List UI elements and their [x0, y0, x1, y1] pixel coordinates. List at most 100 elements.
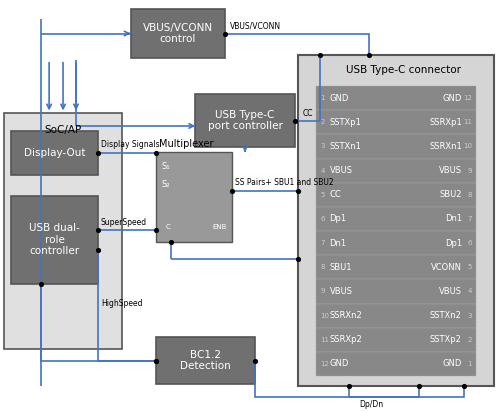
Text: 7: 7 — [468, 216, 472, 222]
Text: 1: 1 — [320, 95, 325, 101]
Point — [94, 246, 102, 253]
Text: VBUS: VBUS — [330, 166, 352, 175]
Point — [366, 52, 374, 58]
Point — [152, 357, 160, 364]
Text: SBU1: SBU1 — [330, 263, 352, 272]
Text: 3: 3 — [320, 143, 325, 150]
Bar — [298, 55, 494, 386]
Point — [346, 383, 354, 389]
Text: 5: 5 — [468, 264, 472, 270]
Text: GND: GND — [442, 94, 462, 103]
Text: SSTXp1: SSTXp1 — [330, 118, 362, 127]
Text: SSRXn1: SSRXn1 — [429, 142, 462, 151]
Text: USB Type-C
port controller: USB Type-C port controller — [208, 110, 282, 132]
Bar — [4, 113, 122, 349]
Bar — [316, 255, 476, 279]
Text: ENB: ENB — [212, 224, 226, 230]
Bar — [156, 337, 255, 384]
Text: VBUS: VBUS — [330, 287, 352, 296]
Text: USB Type-C connector: USB Type-C connector — [346, 65, 461, 76]
Text: 4: 4 — [320, 168, 325, 174]
Text: SBU2: SBU2 — [440, 190, 462, 199]
Bar — [316, 207, 476, 231]
Text: VBUS/VCONN
control: VBUS/VCONN control — [143, 23, 213, 44]
Text: Dp/Dn: Dp/Dn — [360, 400, 384, 409]
Point — [37, 280, 45, 287]
Text: 11: 11 — [320, 337, 330, 343]
Point — [294, 188, 302, 194]
Text: S₁: S₁ — [162, 162, 170, 171]
Text: 9: 9 — [320, 289, 325, 295]
Text: GND: GND — [442, 360, 462, 369]
Text: S₂: S₂ — [162, 180, 170, 189]
Text: SSRXp1: SSRXp1 — [429, 118, 462, 127]
Text: 3: 3 — [468, 313, 472, 319]
Text: Display Signals: Display Signals — [101, 140, 160, 149]
Bar — [316, 352, 476, 376]
Text: VBUS/VCONN: VBUS/VCONN — [230, 22, 281, 30]
Text: 2: 2 — [320, 119, 325, 125]
Text: CC: CC — [330, 190, 342, 199]
Text: VBUS: VBUS — [439, 287, 462, 296]
Text: VCONN: VCONN — [431, 263, 462, 272]
Text: 12: 12 — [320, 361, 330, 367]
Text: VBUS: VBUS — [439, 166, 462, 175]
Point — [152, 150, 160, 156]
Point — [291, 117, 299, 124]
Text: SSTXn1: SSTXn1 — [330, 142, 362, 151]
Point — [316, 52, 324, 58]
Text: SSTXn2: SSTXn2 — [430, 311, 462, 320]
Text: 6: 6 — [320, 216, 325, 222]
Text: Dn1: Dn1 — [330, 239, 346, 248]
Point — [94, 150, 102, 156]
Point — [168, 238, 175, 245]
Point — [294, 256, 302, 263]
Text: SoC/AP: SoC/AP — [44, 125, 82, 135]
Text: SS Pairs+ SBU1 and SBU2: SS Pairs+ SBU1 and SBU2 — [235, 178, 334, 187]
Text: SSRXn2: SSRXn2 — [330, 311, 362, 320]
Text: 9: 9 — [468, 168, 472, 174]
Text: 8: 8 — [468, 192, 472, 198]
Point — [415, 383, 423, 389]
Text: Dn1: Dn1 — [444, 215, 462, 224]
Point — [221, 30, 229, 37]
Bar — [156, 152, 232, 242]
Bar — [316, 279, 476, 304]
Text: C: C — [166, 224, 170, 230]
Bar — [130, 9, 225, 58]
Text: SSTXp2: SSTXp2 — [430, 335, 462, 344]
Text: Multiplexer: Multiplexer — [158, 139, 213, 149]
Text: 7: 7 — [320, 240, 325, 246]
Text: HighSpeed: HighSpeed — [101, 298, 142, 307]
Point — [94, 227, 102, 233]
Text: 4: 4 — [468, 289, 472, 295]
Bar — [316, 328, 476, 352]
Point — [228, 188, 236, 194]
Bar — [316, 159, 476, 183]
Bar — [316, 231, 476, 255]
Bar — [316, 304, 476, 328]
Text: 5: 5 — [320, 192, 325, 198]
Text: 11: 11 — [463, 119, 472, 125]
Point — [152, 227, 160, 233]
Text: GND: GND — [330, 94, 349, 103]
Point — [460, 383, 468, 389]
Text: CC: CC — [302, 109, 313, 118]
Bar — [196, 94, 295, 148]
Text: GND: GND — [330, 360, 349, 369]
Bar — [316, 110, 476, 134]
Text: 12: 12 — [463, 95, 472, 101]
Point — [152, 357, 160, 364]
Text: USB dual-
role
controller: USB dual- role controller — [29, 223, 80, 256]
Text: BC1.2
Detection: BC1.2 Detection — [180, 350, 230, 371]
Bar — [12, 131, 98, 175]
Text: Dp1: Dp1 — [444, 239, 462, 248]
Text: SuperSpeed: SuperSpeed — [101, 218, 147, 227]
Text: 2: 2 — [468, 337, 472, 343]
Text: 10: 10 — [320, 313, 330, 319]
Bar — [316, 86, 476, 110]
Text: Dp1: Dp1 — [330, 215, 346, 224]
Text: SSRXp2: SSRXp2 — [330, 335, 362, 344]
Text: 10: 10 — [463, 143, 472, 150]
Bar — [316, 134, 476, 159]
